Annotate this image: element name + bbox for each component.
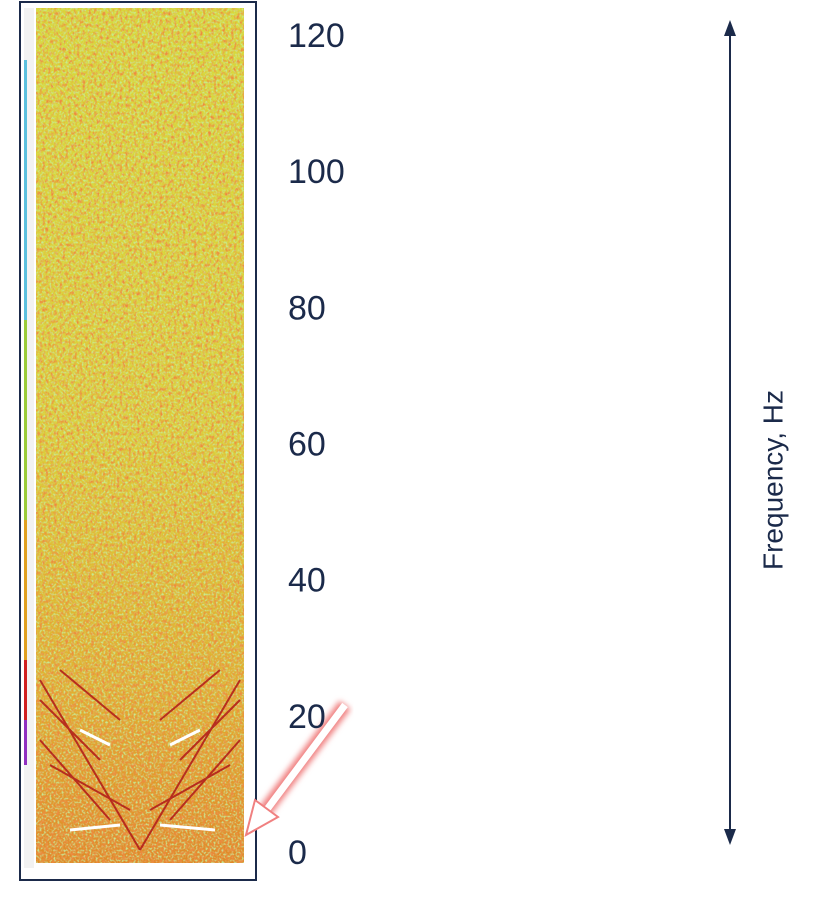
y-tick-label: 20 xyxy=(288,698,326,736)
y-tick-label: 120 xyxy=(288,17,345,55)
spectrogram-panel xyxy=(19,1,257,881)
y-axis-label: Frequency, Hz xyxy=(757,390,788,570)
y-tick-label: 60 xyxy=(288,425,326,463)
pointer-arrow xyxy=(244,700,351,838)
y-tick-label: 100 xyxy=(288,153,345,191)
y-tick-label: 80 xyxy=(288,289,326,327)
frequency-arrow xyxy=(724,20,736,845)
y-tick-label: 40 xyxy=(288,562,326,600)
y-tick-label: 0 xyxy=(288,834,307,872)
